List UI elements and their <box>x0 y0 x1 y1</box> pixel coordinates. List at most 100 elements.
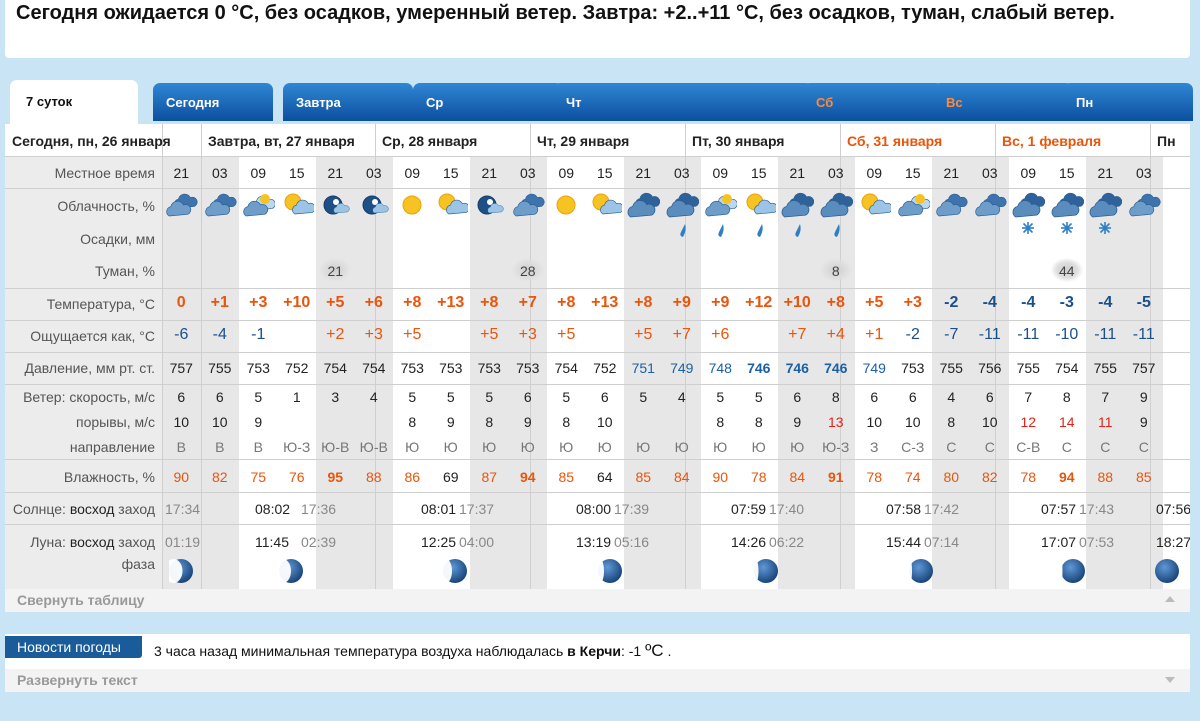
overcast-icon <box>780 190 815 220</box>
temperature-value: +7 <box>518 294 537 311</box>
gust-value: 10 <box>596 414 613 430</box>
collapse-table-button[interactable]: Свернуть таблицу <box>5 589 1190 612</box>
gust-value: 9 <box>254 414 263 430</box>
pressure-value: 754 <box>362 360 386 376</box>
forecast-summary: Сегодня ожидается 0 °C, без осадков, уме… <box>5 0 1190 58</box>
night-shade <box>316 156 355 589</box>
sun-cloud-icon <box>857 190 893 220</box>
feels-like-value: +2 <box>326 326 345 343</box>
temperature-value: +8 <box>480 294 499 311</box>
row-label-pressure: Давление, мм рт. ст. <box>24 360 155 376</box>
expand-text-button[interactable]: Развернуть текст <box>5 669 1190 692</box>
night-shade <box>354 156 393 589</box>
moonrise-time: 13:19 <box>576 534 612 550</box>
fog-icon <box>1050 258 1083 282</box>
moonset-time: 04:00 <box>459 534 495 550</box>
news-text-after: : -1 <box>620 643 646 659</box>
time-cell: 03 <box>1135 165 1152 181</box>
pressure-value: 757 <box>1132 360 1156 376</box>
tab-7[interactable]: Вс <box>933 83 1073 121</box>
moon-phase-icon <box>1155 559 1179 583</box>
night-shade <box>970 156 1009 589</box>
row-divider <box>5 188 1190 189</box>
time-cell: 03 <box>827 165 844 181</box>
fog-value: 28 <box>519 263 536 279</box>
night-shade <box>162 156 201 589</box>
row-divider <box>5 459 1190 460</box>
row-label-wind_speed: Ветер: скорость, м/с <box>23 389 155 405</box>
moonset-time: 05:16 <box>614 534 650 550</box>
wind-speed-value: 6 <box>870 389 879 405</box>
humidity-value: 90 <box>712 469 729 485</box>
wind-direction: Ю <box>482 439 497 455</box>
snowflake-icon <box>1099 221 1112 234</box>
overcast-icon <box>1088 190 1123 220</box>
cloudy-icon <box>203 190 237 220</box>
row-label-fog: Туман, % <box>95 263 155 279</box>
moon-phase-icon <box>596 559 622 583</box>
time-cell: 21 <box>789 165 806 181</box>
wind-speed-value: 5 <box>485 389 494 405</box>
row-divider <box>5 288 1190 289</box>
humidity-value: 78 <box>750 469 767 485</box>
temperature-value: +1 <box>210 294 229 311</box>
news-place: в Керчи <box>567 643 621 659</box>
moonrise-time: 12:25 <box>421 534 457 550</box>
wind-speed-value: 8 <box>831 389 840 405</box>
tab-0[interactable]: 7 суток <box>10 80 138 124</box>
sunset-time: 17:36 <box>301 501 337 517</box>
weather-news-button[interactable]: Новости погоды <box>5 636 142 658</box>
pressure-value: 755 <box>1093 360 1117 376</box>
row-divider <box>5 384 1190 385</box>
temperature-value: +5 <box>865 294 884 311</box>
night-shade <box>200 156 239 589</box>
tab-1[interactable]: Сегодня <box>153 83 273 121</box>
tab-4[interactable]: Чт <box>553 83 703 121</box>
tab-3[interactable]: Ср <box>413 83 563 121</box>
temperature-value: -4 <box>982 294 997 311</box>
day-divider <box>530 124 531 589</box>
wind-speed-value: 6 <box>523 389 532 405</box>
tab-2[interactable]: Завтра <box>283 83 413 121</box>
night-shade <box>470 156 509 589</box>
gust-value: 9 <box>1139 414 1148 430</box>
pressure-value: 754 <box>554 360 578 376</box>
wind-direction: Ю-З <box>283 439 311 455</box>
pressure-value: 755 <box>1016 360 1040 376</box>
time-cell: 15 <box>288 165 305 181</box>
sunrise-time: 07:58 <box>886 501 922 517</box>
feels-like-value: +7 <box>788 326 807 343</box>
gust-value: 10 <box>866 414 883 430</box>
night-shade <box>932 156 971 589</box>
humidity-value: 88 <box>1097 469 1114 485</box>
gust-value: 8 <box>562 414 571 430</box>
wind-speed-value: 6 <box>985 389 994 405</box>
pressure-value: 755 <box>939 360 963 376</box>
forecast-grid: Сегодня, пн, 26 января Завтра, вт, 27 янв… <box>5 124 1190 590</box>
feels-like-value: -2 <box>905 326 920 343</box>
day-header: Сегодня, пн, 26 января <box>12 133 171 149</box>
wind-direction: С <box>1100 439 1111 455</box>
moonrise-time: 11:45 <box>255 534 289 550</box>
wind-direction: В <box>176 439 186 455</box>
humidity-value: 85 <box>558 469 575 485</box>
row-divider <box>5 524 1190 525</box>
humidity-value: 69 <box>442 469 459 485</box>
temperature-value: +5 <box>326 294 345 311</box>
feels-like-value: +6 <box>711 326 730 343</box>
tab-6[interactable]: Сб <box>803 83 943 121</box>
raindrop-icon <box>717 224 725 238</box>
gust-value: 8 <box>947 414 956 430</box>
night-shade <box>662 156 701 589</box>
night-shade <box>508 156 547 589</box>
sunset-time: 17:34 <box>165 501 201 517</box>
tab-8[interactable]: Пн <box>1063 83 1193 121</box>
wind-speed-value: 8 <box>1062 389 1071 405</box>
temperature-value: +8 <box>557 294 576 311</box>
feels-like-value: -11 <box>1132 326 1155 343</box>
gust-value: 10 <box>211 414 228 430</box>
time-cell: 15 <box>442 165 459 181</box>
chevron-down-icon <box>1165 677 1175 683</box>
temperature-value: +13 <box>437 294 465 311</box>
wind-direction: Ю-З <box>822 439 850 455</box>
